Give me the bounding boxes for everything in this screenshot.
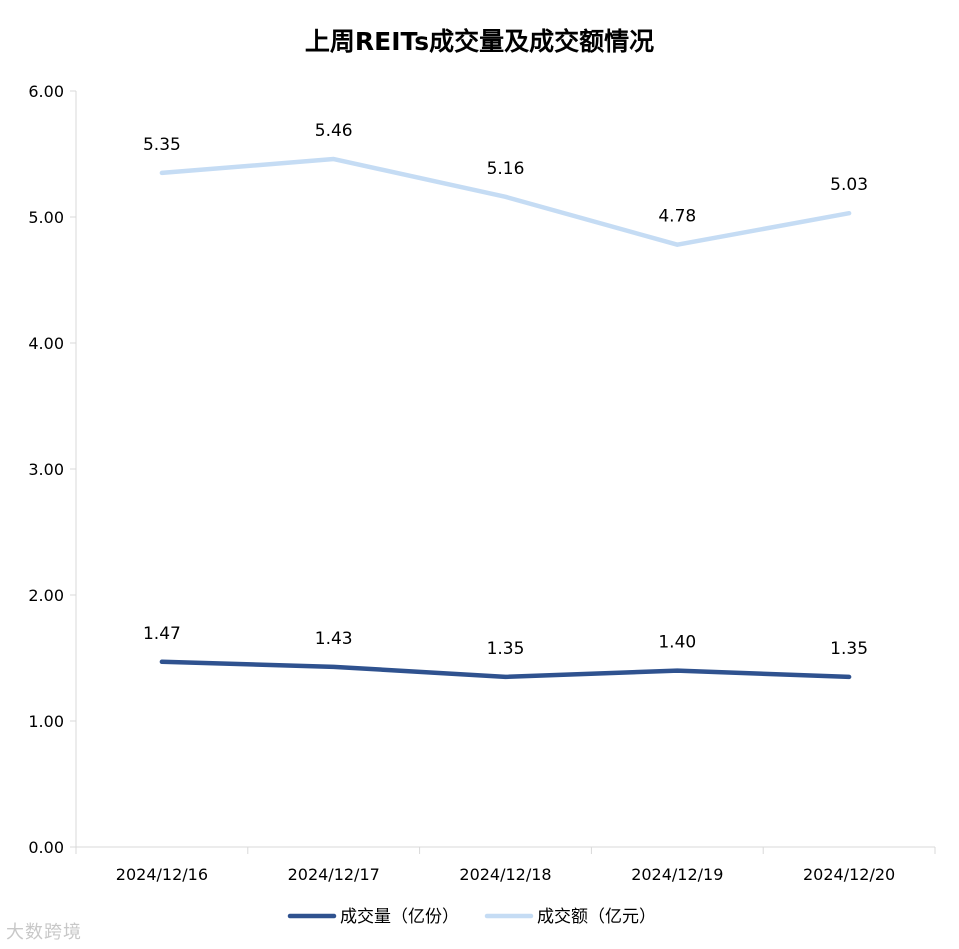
series-line-2 [159,156,852,247]
watermark-text: 大数跨境 [6,922,82,943]
x-tick-label: 2024/12/16 [116,865,208,884]
data-label: 1.40 [658,633,696,653]
data-label: 5.46 [315,121,353,141]
data-label: 1.43 [315,629,353,649]
data-label: 5.35 [143,135,181,155]
data-label: 5.16 [487,159,525,179]
legend-label-1: 成交量（亿份） [340,907,459,927]
y-tick-label: 3.00 [28,460,64,479]
data-label: 1.47 [143,624,181,644]
x-tick-label: 2024/12/20 [803,865,895,884]
y-tick-label: 6.00 [28,82,64,101]
y-tick-label: 1.00 [28,712,64,731]
y-tick-label: 0.00 [28,838,64,857]
data-label: 5.03 [830,175,868,195]
x-tick-label: 2024/12/19 [631,865,723,884]
data-label: 4.78 [658,207,696,227]
y-tick-label: 4.00 [28,334,64,353]
data-label: 1.35 [830,639,868,659]
chart-title: 上周REITs成交量及成交额情况 [304,27,655,56]
series-line-1 [159,659,852,680]
x-tick-label: 2024/12/18 [459,865,551,884]
data-label: 1.35 [487,639,525,659]
y-tick-label: 2.00 [28,586,64,605]
y-tick-label: 5.00 [28,208,64,227]
x-tick-label: 2024/12/17 [288,865,380,884]
legend-label-2: 成交额（亿元） [537,907,656,927]
